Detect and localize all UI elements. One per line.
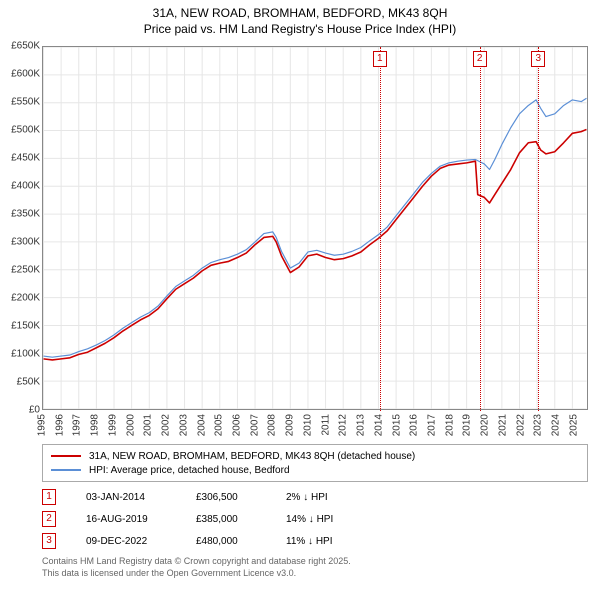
plot-area: 1 2 3 [42, 46, 588, 410]
cell-price: £480,000 [196, 536, 286, 547]
x-axis-tick-label: 2017 [427, 414, 438, 436]
y-axis-tick-label: £50K [0, 377, 40, 388]
x-axis-tick-label: 2003 [178, 414, 189, 436]
legend-swatch [51, 455, 81, 457]
x-axis-tick-label: 1999 [107, 414, 118, 436]
marker-line [480, 47, 481, 411]
footer-line1: Contains HM Land Registry data © Crown c… [42, 556, 351, 568]
x-axis-tick-label: 2018 [444, 414, 455, 436]
table-row: 1 03-JAN-2014 £306,500 2% ↓ HPI [42, 486, 588, 508]
x-axis-tick-label: 1997 [72, 414, 83, 436]
marker-badge: 3 [42, 533, 56, 549]
legend-swatch [51, 469, 81, 470]
y-axis-tick-label: £450K [0, 153, 40, 164]
y-axis-tick-label: £650K [0, 41, 40, 52]
table-row: 3 09-DEC-2022 £480,000 11% ↓ HPI [42, 530, 588, 552]
footer-line2: This data is licensed under the Open Gov… [42, 568, 351, 580]
y-axis-tick-label: £150K [0, 321, 40, 332]
marker-badge: 2 [42, 511, 56, 527]
x-axis-tick-label: 2019 [462, 414, 473, 436]
x-axis-tick-label: 2016 [409, 414, 420, 436]
y-axis-tick-label: £100K [0, 349, 40, 360]
title-line2: Price paid vs. HM Land Registry's House … [0, 22, 600, 38]
cell-date: 09-DEC-2022 [86, 536, 196, 547]
y-axis-tick-label: £250K [0, 265, 40, 276]
marker-badge: 1 [42, 489, 56, 505]
chart-container: 31A, NEW ROAD, BROMHAM, BEDFORD, MK43 8Q… [0, 0, 600, 590]
x-axis-tick-label: 2015 [391, 414, 402, 436]
x-axis-tick-label: 2020 [480, 414, 491, 436]
x-axis-tick-label: 2002 [161, 414, 172, 436]
x-axis-tick-label: 2025 [568, 414, 579, 436]
x-axis-tick-label: 2013 [356, 414, 367, 436]
marker-badge: 1 [373, 51, 387, 67]
x-axis-tick-label: 2012 [338, 414, 349, 436]
x-axis-tick-label: 2007 [249, 414, 260, 436]
legend-label: HPI: Average price, detached house, Bedf… [89, 465, 290, 476]
cell-delta: 11% ↓ HPI [286, 536, 376, 547]
x-axis-tick-label: 2021 [497, 414, 508, 436]
cell-price: £385,000 [196, 514, 286, 525]
x-axis-tick-label: 2023 [533, 414, 544, 436]
y-axis-tick-label: £600K [0, 69, 40, 80]
x-axis-tick-label: 2009 [285, 414, 296, 436]
y-axis-tick-label: £400K [0, 181, 40, 192]
x-axis-tick-label: 2006 [232, 414, 243, 436]
x-axis-tick-label: 2004 [196, 414, 207, 436]
cell-price: £306,500 [196, 492, 286, 503]
x-axis-tick-label: 2024 [551, 414, 562, 436]
marker-badge: 3 [531, 51, 545, 67]
x-axis-tick-label: 1995 [37, 414, 48, 436]
series-line-price_paid [44, 129, 587, 360]
legend: 31A, NEW ROAD, BROMHAM, BEDFORD, MK43 8Q… [42, 444, 588, 482]
x-axis-tick-label: 2014 [373, 414, 384, 436]
chart-title: 31A, NEW ROAD, BROMHAM, BEDFORD, MK43 8Q… [0, 0, 600, 37]
marker-badge: 2 [473, 51, 487, 67]
legend-item-price-paid: 31A, NEW ROAD, BROMHAM, BEDFORD, MK43 8Q… [51, 449, 579, 463]
x-axis-tick-label: 1996 [54, 414, 65, 436]
series-line-hpi [44, 98, 587, 357]
y-axis-tick-label: £300K [0, 237, 40, 248]
plot-lines [43, 47, 587, 409]
legend-label: 31A, NEW ROAD, BROMHAM, BEDFORD, MK43 8Q… [89, 451, 415, 462]
marker-line [538, 47, 539, 411]
cell-date: 03-JAN-2014 [86, 492, 196, 503]
y-axis-tick-label: £0 [0, 405, 40, 416]
cell-date: 16-AUG-2019 [86, 514, 196, 525]
footer: Contains HM Land Registry data © Crown c… [42, 556, 351, 579]
x-axis-tick-label: 2005 [214, 414, 225, 436]
x-axis-tick-label: 2022 [515, 414, 526, 436]
cell-delta: 2% ↓ HPI [286, 492, 376, 503]
x-axis-tick-label: 2010 [302, 414, 313, 436]
table-row: 2 16-AUG-2019 £385,000 14% ↓ HPI [42, 508, 588, 530]
y-axis-tick-label: £350K [0, 209, 40, 220]
y-axis-tick-label: £200K [0, 293, 40, 304]
x-axis-tick-label: 2000 [125, 414, 136, 436]
title-line1: 31A, NEW ROAD, BROMHAM, BEDFORD, MK43 8Q… [0, 6, 600, 22]
x-axis-tick-label: 2001 [143, 414, 154, 436]
y-axis-tick-label: £500K [0, 125, 40, 136]
x-axis-tick-label: 1998 [90, 414, 101, 436]
x-axis-tick-label: 2011 [320, 414, 331, 436]
x-axis-tick-label: 2008 [267, 414, 278, 436]
legend-item-hpi: HPI: Average price, detached house, Bedf… [51, 463, 579, 477]
y-axis-tick-label: £550K [0, 97, 40, 108]
cell-delta: 14% ↓ HPI [286, 514, 376, 525]
marker-line [380, 47, 381, 411]
transaction-table: 1 03-JAN-2014 £306,500 2% ↓ HPI 2 16-AUG… [42, 486, 588, 552]
